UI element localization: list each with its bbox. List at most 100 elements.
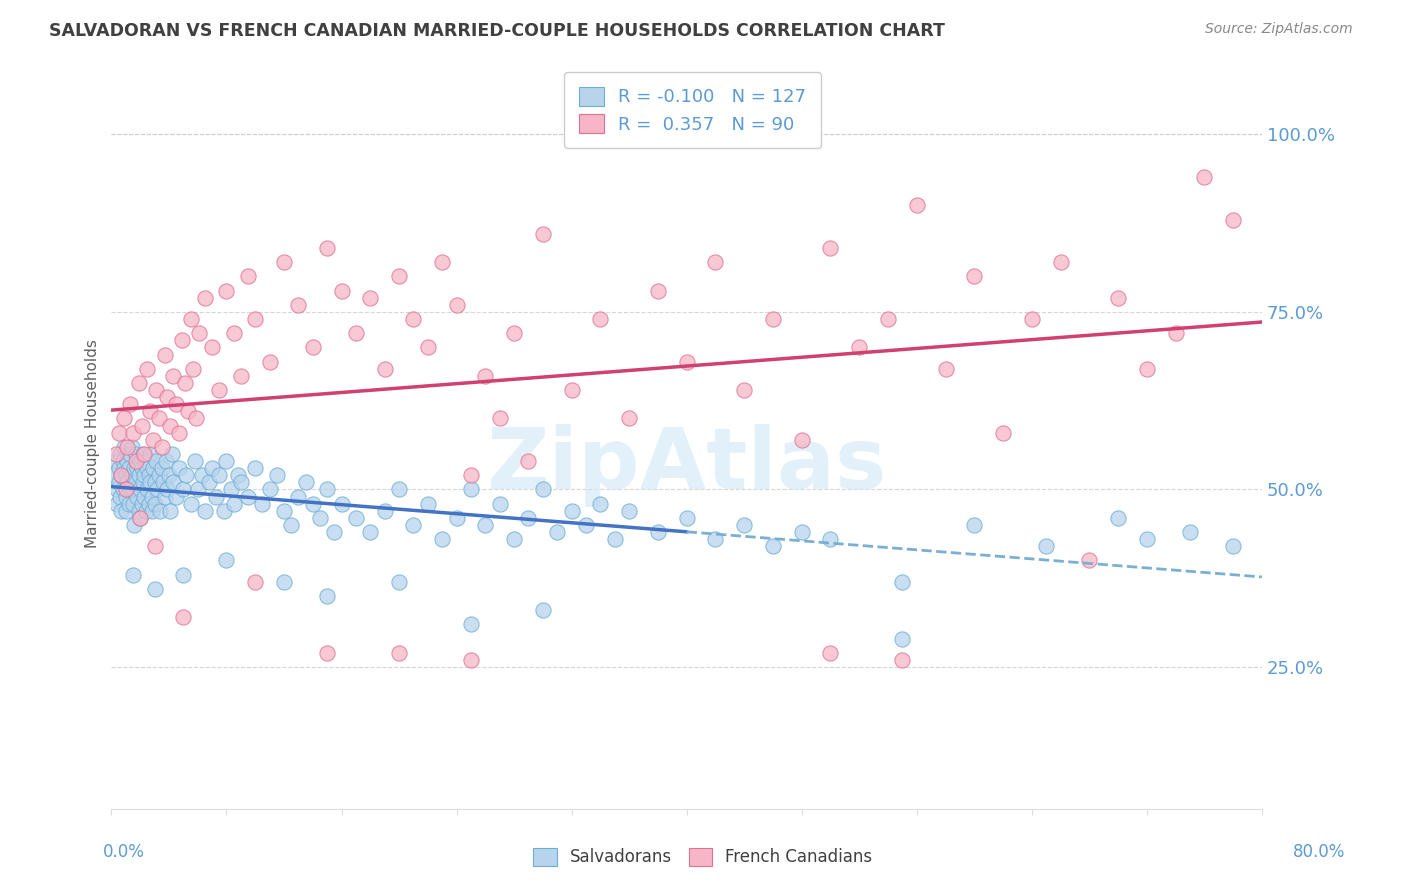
- Point: [194, 504, 217, 518]
- Point: [136, 461, 159, 475]
- Point: [215, 284, 238, 298]
- Point: [148, 468, 170, 483]
- Point: [517, 511, 540, 525]
- Point: [179, 312, 201, 326]
- Point: [111, 454, 134, 468]
- Point: [546, 525, 568, 540]
- Point: [460, 483, 482, 497]
- Point: [344, 326, 367, 341]
- Point: [531, 227, 554, 241]
- Point: [107, 425, 129, 440]
- Point: [103, 468, 125, 483]
- Point: [198, 475, 221, 490]
- Point: [430, 532, 453, 546]
- Y-axis label: Married-couple Households: Married-couple Households: [86, 339, 100, 548]
- Point: [1021, 312, 1043, 326]
- Point: [1164, 326, 1187, 341]
- Point: [138, 468, 160, 483]
- Point: [139, 404, 162, 418]
- Point: [963, 269, 986, 284]
- Point: [226, 468, 249, 483]
- Point: [194, 291, 217, 305]
- Point: [316, 646, 339, 660]
- Point: [229, 368, 252, 383]
- Point: [184, 454, 207, 468]
- Point: [460, 617, 482, 632]
- Point: [561, 504, 583, 518]
- Point: [1049, 255, 1071, 269]
- Point: [129, 483, 152, 497]
- Point: [208, 383, 231, 397]
- Point: [820, 532, 842, 546]
- Point: [891, 632, 914, 646]
- Point: [517, 454, 540, 468]
- Point: [733, 518, 755, 533]
- Point: [176, 404, 198, 418]
- Point: [675, 511, 697, 525]
- Point: [201, 461, 224, 475]
- Point: [488, 411, 510, 425]
- Point: [167, 425, 190, 440]
- Point: [1222, 212, 1244, 227]
- Point: [359, 291, 381, 305]
- Point: [215, 454, 238, 468]
- Point: [252, 497, 274, 511]
- Point: [128, 376, 150, 390]
- Point: [1107, 291, 1129, 305]
- Point: [148, 411, 170, 425]
- Point: [129, 511, 152, 525]
- Point: [191, 468, 214, 483]
- Point: [159, 418, 181, 433]
- Point: [790, 525, 813, 540]
- Point: [136, 483, 159, 497]
- Point: [121, 440, 143, 454]
- Point: [531, 483, 554, 497]
- Point: [474, 368, 496, 383]
- Point: [1194, 170, 1216, 185]
- Point: [146, 483, 169, 497]
- Point: [157, 468, 180, 483]
- Point: [790, 433, 813, 447]
- Point: [104, 454, 127, 468]
- Point: [280, 518, 302, 533]
- Point: [108, 490, 131, 504]
- Point: [561, 383, 583, 397]
- Point: [134, 490, 156, 504]
- Point: [388, 269, 411, 284]
- Point: [222, 497, 245, 511]
- Point: [115, 454, 138, 468]
- Point: [120, 447, 142, 461]
- Point: [172, 483, 194, 497]
- Point: [589, 312, 612, 326]
- Point: [1178, 525, 1201, 540]
- Point: [120, 483, 142, 497]
- Point: [173, 376, 195, 390]
- Point: [374, 504, 396, 518]
- Point: [131, 461, 153, 475]
- Point: [273, 574, 295, 589]
- Point: [183, 361, 205, 376]
- Point: [330, 284, 353, 298]
- Point: [112, 440, 135, 454]
- Point: [446, 511, 468, 525]
- Point: [316, 241, 339, 255]
- Point: [1136, 361, 1159, 376]
- Point: [156, 483, 179, 497]
- Text: SALVADORAN VS FRENCH CANADIAN MARRIED-COUPLE HOUSEHOLDS CORRELATION CHART: SALVADORAN VS FRENCH CANADIAN MARRIED-CO…: [49, 22, 945, 40]
- Point: [205, 490, 228, 504]
- Point: [156, 390, 179, 404]
- Point: [110, 504, 132, 518]
- Point: [135, 504, 157, 518]
- Point: [287, 298, 309, 312]
- Point: [143, 497, 166, 511]
- Point: [143, 582, 166, 596]
- Point: [139, 475, 162, 490]
- Point: [1107, 511, 1129, 525]
- Point: [132, 447, 155, 461]
- Point: [503, 326, 526, 341]
- Point: [159, 504, 181, 518]
- Point: [531, 603, 554, 617]
- Point: [129, 454, 152, 468]
- Text: Source: ZipAtlas.com: Source: ZipAtlas.com: [1205, 22, 1353, 37]
- Point: [115, 440, 138, 454]
